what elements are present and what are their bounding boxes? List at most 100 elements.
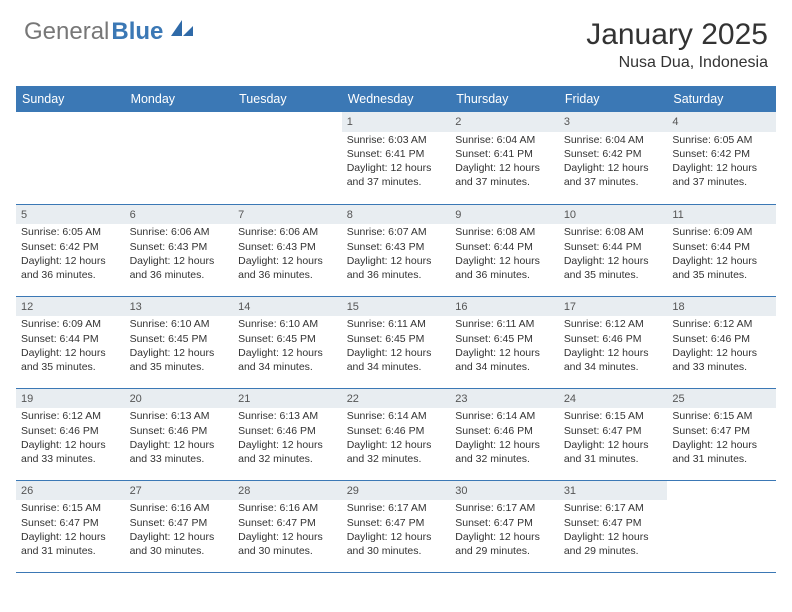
sunset-line: Sunset: 6:47 PM <box>347 516 446 530</box>
daylight-line: Daylight: 12 hours and 33 minutes. <box>672 346 771 374</box>
daylight-line: Daylight: 12 hours and 36 minutes. <box>347 254 446 282</box>
weekday-monday: Monday <box>125 86 234 112</box>
day-details: Sunrise: 6:10 AMSunset: 6:45 PMDaylight:… <box>125 316 234 378</box>
day-details: Sunrise: 6:17 AMSunset: 6:47 PMDaylight:… <box>342 500 451 562</box>
calendar-cell: 30Sunrise: 6:17 AMSunset: 6:47 PMDayligh… <box>450 480 559 572</box>
day-number: 31 <box>559 481 668 501</box>
calendar-cell: 4Sunrise: 6:05 AMSunset: 6:42 PMDaylight… <box>667 112 776 204</box>
day-number: 16 <box>450 297 559 317</box>
daylight-line: Daylight: 12 hours and 34 minutes. <box>238 346 337 374</box>
day-details: Sunrise: 6:15 AMSunset: 6:47 PMDaylight:… <box>667 408 776 470</box>
calendar-cell: 8Sunrise: 6:07 AMSunset: 6:43 PMDaylight… <box>342 204 451 296</box>
day-number: 18 <box>667 297 776 317</box>
weekday-tuesday: Tuesday <box>233 86 342 112</box>
calendar-cell: 11Sunrise: 6:09 AMSunset: 6:44 PMDayligh… <box>667 204 776 296</box>
sunrise-line: Sunrise: 6:12 AM <box>672 317 771 331</box>
sunset-line: Sunset: 6:44 PM <box>672 240 771 254</box>
day-details: Sunrise: 6:03 AMSunset: 6:41 PMDaylight:… <box>342 132 451 194</box>
weekday-saturday: Saturday <box>667 86 776 112</box>
calendar-row: 19Sunrise: 6:12 AMSunset: 6:46 PMDayligh… <box>16 388 776 480</box>
sunrise-line: Sunrise: 6:15 AM <box>21 501 120 515</box>
sunrise-line: Sunrise: 6:11 AM <box>455 317 554 331</box>
sunset-line: Sunset: 6:46 PM <box>238 424 337 438</box>
day-number: 8 <box>342 205 451 225</box>
daylight-line: Daylight: 12 hours and 37 minutes. <box>455 161 554 189</box>
day-number: 13 <box>125 297 234 317</box>
day-number: 15 <box>342 297 451 317</box>
day-details: Sunrise: 6:14 AMSunset: 6:46 PMDaylight:… <box>342 408 451 470</box>
sunset-line: Sunset: 6:46 PM <box>21 424 120 438</box>
sunset-line: Sunset: 6:44 PM <box>21 332 120 346</box>
day-details: Sunrise: 6:04 AMSunset: 6:42 PMDaylight:… <box>559 132 668 194</box>
calendar-cell: 3Sunrise: 6:04 AMSunset: 6:42 PMDaylight… <box>559 112 668 204</box>
day-number: 29 <box>342 481 451 501</box>
day-details: Sunrise: 6:08 AMSunset: 6:44 PMDaylight:… <box>450 224 559 286</box>
daylight-line: Daylight: 12 hours and 34 minutes. <box>347 346 446 374</box>
calendar-cell: 26Sunrise: 6:15 AMSunset: 6:47 PMDayligh… <box>16 480 125 572</box>
sunset-line: Sunset: 6:42 PM <box>672 147 771 161</box>
day-number: 6 <box>125 205 234 225</box>
daylight-line: Daylight: 12 hours and 34 minutes. <box>455 346 554 374</box>
daylight-line: Daylight: 12 hours and 36 minutes. <box>130 254 229 282</box>
daylight-line: Daylight: 12 hours and 31 minutes. <box>21 530 120 558</box>
sunrise-line: Sunrise: 6:12 AM <box>564 317 663 331</box>
daylight-line: Daylight: 12 hours and 32 minutes. <box>238 438 337 466</box>
sunrise-line: Sunrise: 6:14 AM <box>347 409 446 423</box>
day-number: 21 <box>233 389 342 409</box>
daylight-line: Daylight: 12 hours and 32 minutes. <box>347 438 446 466</box>
day-number: 5 <box>16 205 125 225</box>
sunrise-line: Sunrise: 6:16 AM <box>130 501 229 515</box>
day-details: Sunrise: 6:12 AMSunset: 6:46 PMDaylight:… <box>559 316 668 378</box>
day-details: Sunrise: 6:14 AMSunset: 6:46 PMDaylight:… <box>450 408 559 470</box>
daylight-line: Daylight: 12 hours and 31 minutes. <box>564 438 663 466</box>
sunset-line: Sunset: 6:46 PM <box>564 332 663 346</box>
sunrise-line: Sunrise: 6:15 AM <box>672 409 771 423</box>
day-number: 14 <box>233 297 342 317</box>
day-details: Sunrise: 6:12 AMSunset: 6:46 PMDaylight:… <box>667 316 776 378</box>
sunrise-line: Sunrise: 6:05 AM <box>672 133 771 147</box>
calendar-row: 26Sunrise: 6:15 AMSunset: 6:47 PMDayligh… <box>16 480 776 572</box>
sunrise-line: Sunrise: 6:06 AM <box>130 225 229 239</box>
calendar-cell: 18Sunrise: 6:12 AMSunset: 6:46 PMDayligh… <box>667 296 776 388</box>
day-number: 30 <box>450 481 559 501</box>
day-number: 1 <box>342 112 451 132</box>
sunset-line: Sunset: 6:47 PM <box>21 516 120 530</box>
day-details: Sunrise: 6:08 AMSunset: 6:44 PMDaylight:… <box>559 224 668 286</box>
day-number: 25 <box>667 389 776 409</box>
brand-part2: Blue <box>111 18 163 46</box>
daylight-line: Daylight: 12 hours and 35 minutes. <box>672 254 771 282</box>
calendar-cell: 7Sunrise: 6:06 AMSunset: 6:43 PMDaylight… <box>233 204 342 296</box>
sunrise-line: Sunrise: 6:03 AM <box>347 133 446 147</box>
sunrise-line: Sunrise: 6:14 AM <box>455 409 554 423</box>
calendar-cell: 22Sunrise: 6:14 AMSunset: 6:46 PMDayligh… <box>342 388 451 480</box>
weekday-friday: Friday <box>559 86 668 112</box>
sunrise-line: Sunrise: 6:15 AM <box>564 409 663 423</box>
calendar-cell: 29Sunrise: 6:17 AMSunset: 6:47 PMDayligh… <box>342 480 451 572</box>
daylight-line: Daylight: 12 hours and 30 minutes. <box>238 530 337 558</box>
calendar-cell: 20Sunrise: 6:13 AMSunset: 6:46 PMDayligh… <box>125 388 234 480</box>
sunset-line: Sunset: 6:41 PM <box>347 147 446 161</box>
day-number: 28 <box>233 481 342 501</box>
calendar-row: 5Sunrise: 6:05 AMSunset: 6:42 PMDaylight… <box>16 204 776 296</box>
daylight-line: Daylight: 12 hours and 37 minutes. <box>672 161 771 189</box>
calendar-cell <box>16 112 125 204</box>
day-details: Sunrise: 6:09 AMSunset: 6:44 PMDaylight:… <box>667 224 776 286</box>
day-number: 9 <box>450 205 559 225</box>
brand-logo: General Blue <box>24 18 195 46</box>
day-details: Sunrise: 6:16 AMSunset: 6:47 PMDaylight:… <box>125 500 234 562</box>
brand-sail-icon <box>169 18 195 43</box>
calendar-body: 1Sunrise: 6:03 AMSunset: 6:41 PMDaylight… <box>16 112 776 572</box>
day-number: 11 <box>667 205 776 225</box>
sunset-line: Sunset: 6:45 PM <box>238 332 337 346</box>
day-details: Sunrise: 6:07 AMSunset: 6:43 PMDaylight:… <box>342 224 451 286</box>
sunrise-line: Sunrise: 6:17 AM <box>564 501 663 515</box>
calendar-cell: 6Sunrise: 6:06 AMSunset: 6:43 PMDaylight… <box>125 204 234 296</box>
sunrise-line: Sunrise: 6:07 AM <box>347 225 446 239</box>
sunset-line: Sunset: 6:47 PM <box>130 516 229 530</box>
calendar-cell: 31Sunrise: 6:17 AMSunset: 6:47 PMDayligh… <box>559 480 668 572</box>
daylight-line: Daylight: 12 hours and 29 minutes. <box>455 530 554 558</box>
day-details: Sunrise: 6:06 AMSunset: 6:43 PMDaylight:… <box>125 224 234 286</box>
sunrise-line: Sunrise: 6:08 AM <box>564 225 663 239</box>
daylight-line: Daylight: 12 hours and 33 minutes. <box>130 438 229 466</box>
weekday-row: SundayMondayTuesdayWednesdayThursdayFrid… <box>16 86 776 112</box>
